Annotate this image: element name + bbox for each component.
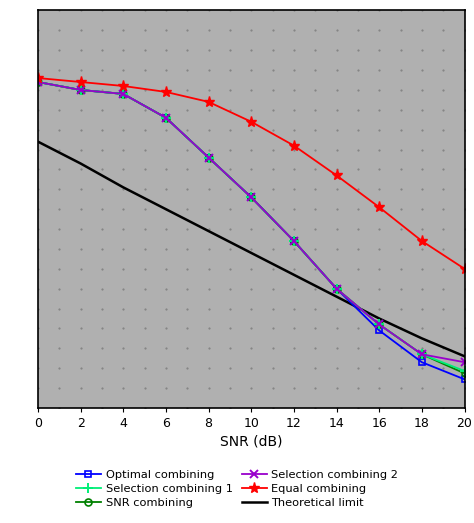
Line: Selection combining 1: Selection combining 1 (33, 77, 469, 376)
Theoretical limit (35, 139, 41, 145)
Theoretical limit (376, 315, 382, 322)
Theoretical limit (120, 184, 126, 190)
SNR combining (163, 115, 169, 121)
Selection combining 1 (419, 351, 425, 357)
Selection combining 2 (419, 351, 425, 357)
SNR combining (120, 91, 126, 97)
Legend: Optimal combining, Selection combining 1, SNR combining, Selection combining 2, : Optimal combining, Selection combining 1… (72, 465, 402, 512)
Selection combining 1 (206, 154, 211, 161)
Optimal combining (376, 327, 382, 334)
Optimal combining (206, 154, 211, 161)
Selection combining 2 (206, 154, 211, 161)
Equal combining (78, 79, 83, 85)
SNR combining (206, 154, 211, 161)
Optimal combining (120, 91, 126, 97)
Optimal combining (248, 194, 254, 200)
Theoretical limit (462, 353, 467, 359)
Theoretical limit (334, 293, 339, 300)
SNR combining (78, 87, 83, 93)
Line: Selection combining 2: Selection combining 2 (34, 78, 469, 367)
Line: Optimal combining: Optimal combining (35, 78, 468, 383)
Equal combining (163, 89, 169, 95)
Selection combining 2 (163, 115, 169, 121)
Equal combining (376, 204, 382, 210)
Selection combining 2 (248, 194, 254, 200)
SNR combining (376, 321, 382, 327)
Optimal combining (291, 238, 297, 244)
Optimal combining (419, 359, 425, 366)
Theoretical limit (163, 206, 169, 212)
Selection combining 1 (291, 238, 297, 244)
SNR combining (462, 370, 467, 377)
Equal combining (248, 119, 254, 125)
Equal combining (462, 266, 467, 272)
SNR combining (291, 238, 297, 244)
Line: SNR combining: SNR combining (35, 78, 468, 377)
Line: Theoretical limit: Theoretical limit (38, 142, 465, 356)
Theoretical limit (206, 228, 211, 234)
Equal combining (334, 172, 339, 178)
Selection combining 1 (376, 321, 382, 327)
Equal combining (291, 142, 297, 149)
Selection combining 1 (163, 115, 169, 121)
Equal combining (35, 75, 41, 81)
Selection combining 1 (120, 91, 126, 97)
Equal combining (419, 238, 425, 244)
Optimal combining (78, 87, 83, 93)
Selection combining 2 (35, 79, 41, 85)
Theoretical limit (419, 335, 425, 342)
Selection combining 2 (120, 91, 126, 97)
Optimal combining (163, 115, 169, 121)
Selection combining 1 (35, 79, 41, 85)
Selection combining 1 (78, 87, 83, 93)
SNR combining (334, 286, 339, 292)
SNR combining (35, 79, 41, 85)
X-axis label: SNR (dB): SNR (dB) (220, 434, 283, 448)
Optimal combining (35, 79, 41, 85)
Selection combining 2 (462, 359, 467, 366)
Theoretical limit (78, 161, 83, 167)
Optimal combining (462, 376, 467, 382)
Equal combining (206, 99, 211, 105)
Selection combining 2 (291, 238, 297, 244)
SNR combining (248, 194, 254, 200)
Selection combining 1 (462, 368, 467, 374)
Selection combining 1 (248, 194, 254, 200)
Selection combining 2 (376, 321, 382, 327)
Selection combining 2 (334, 286, 339, 292)
Theoretical limit (291, 271, 297, 278)
Selection combining 2 (78, 87, 83, 93)
Theoretical limit (248, 250, 254, 256)
Line: Equal combining: Equal combining (32, 73, 470, 275)
Optimal combining (334, 286, 339, 292)
SNR combining (419, 351, 425, 357)
Equal combining (120, 83, 126, 89)
Selection combining 1 (334, 286, 339, 292)
